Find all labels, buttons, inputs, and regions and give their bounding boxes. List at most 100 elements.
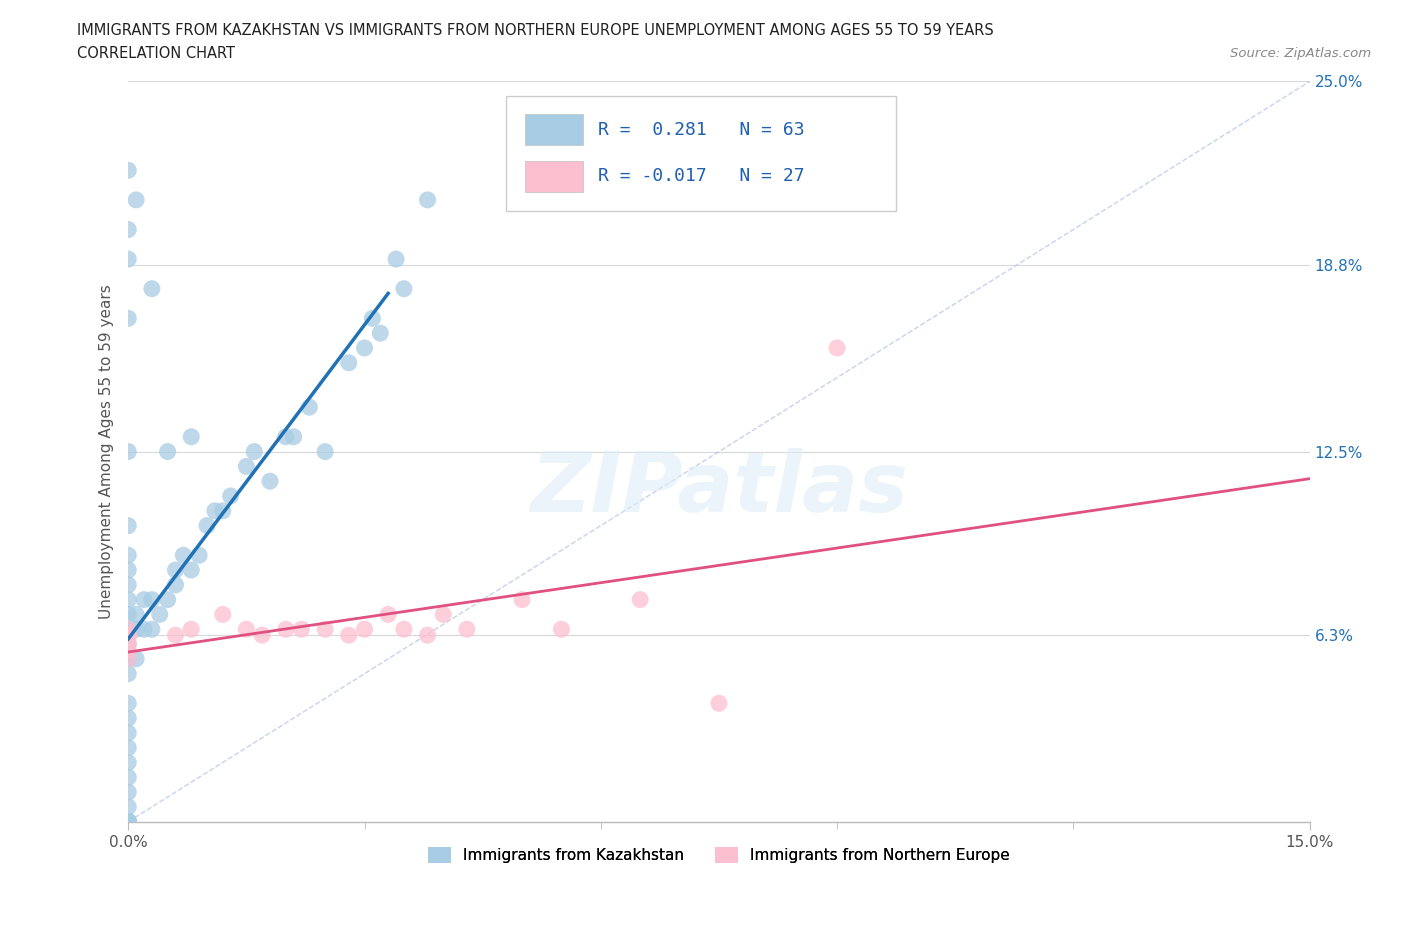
- Point: [117, 643, 139, 658]
- Point: [117, 563, 139, 578]
- Text: IMMIGRANTS FROM KAZAKHSTAN VS IMMIGRANTS FROM NORTHERN EUROPE UNEMPLOYMENT AMONG: IMMIGRANTS FROM KAZAKHSTAN VS IMMIGRANTS…: [77, 23, 994, 38]
- Point: [132, 622, 155, 637]
- Point: [117, 651, 139, 666]
- Point: [211, 607, 233, 622]
- Point: [132, 592, 155, 607]
- Point: [392, 281, 415, 296]
- Point: [195, 518, 218, 533]
- Point: [250, 628, 273, 643]
- Point: [117, 607, 139, 622]
- Point: [204, 503, 226, 518]
- Point: [219, 488, 242, 503]
- Point: [117, 592, 139, 607]
- Text: R =  0.281   N = 63: R = 0.281 N = 63: [599, 121, 806, 139]
- Point: [125, 622, 148, 637]
- Point: [117, 815, 139, 830]
- Point: [117, 696, 139, 711]
- Point: [117, 163, 139, 178]
- Point: [235, 622, 257, 637]
- Point: [117, 755, 139, 770]
- Legend: Immigrants from Kazakhstan, Immigrants from Northern Europe: Immigrants from Kazakhstan, Immigrants f…: [422, 842, 1017, 870]
- Point: [117, 252, 139, 267]
- Point: [283, 430, 305, 445]
- Point: [211, 503, 233, 518]
- Point: [117, 548, 139, 563]
- Point: [117, 815, 139, 830]
- Point: [274, 430, 297, 445]
- Point: [510, 592, 533, 607]
- Point: [117, 445, 139, 459]
- Point: [117, 622, 139, 637]
- Point: [117, 725, 139, 740]
- FancyBboxPatch shape: [506, 97, 896, 211]
- Point: [141, 592, 163, 607]
- Point: [188, 548, 211, 563]
- Point: [117, 666, 139, 681]
- Point: [117, 815, 139, 830]
- Point: [416, 193, 439, 207]
- Point: [141, 622, 163, 637]
- Point: [117, 815, 139, 830]
- Y-axis label: Unemployment Among Ages 55 to 59 years: Unemployment Among Ages 55 to 59 years: [100, 285, 114, 619]
- Point: [416, 628, 439, 643]
- Point: [165, 628, 187, 643]
- Point: [117, 631, 139, 645]
- Point: [180, 622, 202, 637]
- Point: [125, 651, 148, 666]
- Text: CORRELATION CHART: CORRELATION CHART: [77, 46, 235, 61]
- Point: [117, 815, 139, 830]
- Point: [368, 326, 391, 340]
- Point: [149, 607, 172, 622]
- Point: [353, 340, 375, 355]
- Point: [117, 651, 139, 666]
- Point: [117, 800, 139, 815]
- Point: [180, 430, 202, 445]
- Point: [117, 622, 139, 637]
- Point: [180, 563, 202, 578]
- FancyBboxPatch shape: [526, 114, 583, 145]
- Text: ZIPatlas: ZIPatlas: [530, 448, 908, 529]
- Point: [243, 445, 266, 459]
- Point: [141, 281, 163, 296]
- Point: [337, 628, 360, 643]
- Point: [274, 622, 297, 637]
- Point: [117, 815, 139, 830]
- Point: [117, 740, 139, 755]
- Point: [165, 563, 187, 578]
- Point: [392, 622, 415, 637]
- Point: [117, 815, 139, 830]
- Point: [125, 193, 148, 207]
- Point: [361, 311, 384, 325]
- Point: [156, 592, 179, 607]
- Point: [337, 355, 360, 370]
- Point: [385, 252, 408, 267]
- Point: [117, 628, 139, 643]
- Point: [456, 622, 478, 637]
- Point: [117, 815, 139, 830]
- Point: [117, 770, 139, 785]
- Point: [117, 711, 139, 725]
- Point: [117, 222, 139, 237]
- Point: [117, 622, 139, 637]
- Point: [117, 785, 139, 800]
- Point: [117, 815, 139, 830]
- Point: [432, 607, 454, 622]
- Point: [117, 815, 139, 830]
- Point: [117, 637, 139, 652]
- Point: [314, 622, 336, 637]
- Point: [353, 622, 375, 637]
- Point: [117, 628, 139, 643]
- Point: [172, 548, 194, 563]
- Point: [707, 696, 730, 711]
- Point: [117, 637, 139, 652]
- Point: [628, 592, 651, 607]
- Point: [235, 458, 257, 473]
- Point: [298, 400, 321, 415]
- Point: [165, 578, 187, 592]
- Point: [117, 578, 139, 592]
- Text: R = -0.017   N = 27: R = -0.017 N = 27: [599, 167, 806, 185]
- Point: [117, 518, 139, 533]
- Point: [259, 473, 281, 488]
- Point: [550, 622, 572, 637]
- FancyBboxPatch shape: [526, 161, 583, 192]
